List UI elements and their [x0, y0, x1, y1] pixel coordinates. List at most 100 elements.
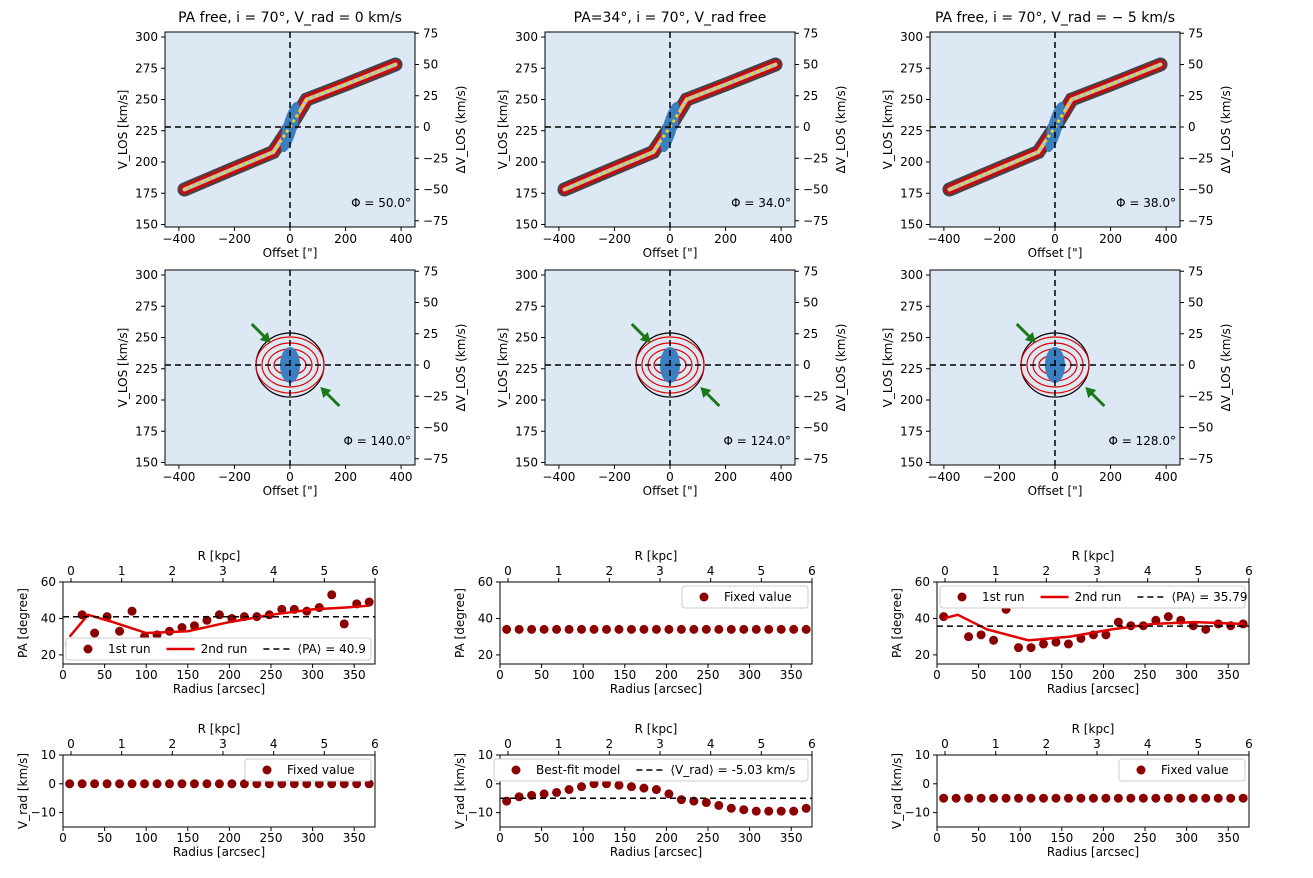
y2-tick-label: 25 — [423, 89, 438, 103]
data-point — [277, 779, 287, 789]
data-point — [90, 779, 100, 789]
x-tick-label: −400 — [927, 232, 960, 246]
green-arrowhead — [639, 332, 651, 343]
x-tick-label: 100 — [135, 668, 158, 682]
y-tick-label: 225 — [515, 362, 538, 376]
legend-swatch — [83, 644, 93, 654]
y2-tick-label: −75 — [803, 452, 828, 466]
y-tick-label: 200 — [900, 155, 923, 169]
data-point — [764, 624, 774, 634]
x-tick-label: 0 — [666, 232, 674, 246]
data-point — [127, 606, 137, 616]
data-point — [589, 624, 599, 634]
x-axis-label: Offset ["] — [1028, 484, 1083, 498]
legend — [939, 585, 1246, 609]
phi-label: Φ = 38.0° — [1116, 196, 1176, 210]
data-point — [789, 806, 799, 816]
y2-axis-label: ΔV_LOS (km/s) — [834, 86, 848, 174]
legend-swatch — [511, 765, 521, 775]
y2-tick-label: −50 — [803, 421, 828, 435]
y-tick-label: 150 — [900, 218, 923, 232]
legend-label: Best-fit model — [536, 763, 620, 777]
y-axis-label: V_rad [km/s] — [890, 753, 904, 829]
green-arrowhead — [259, 332, 271, 343]
top-x-tick-label: 3 — [219, 737, 227, 751]
y-tick-label: 175 — [135, 186, 158, 200]
y-tick-label: 40 — [915, 611, 930, 625]
x-tick-label: 350 — [1217, 831, 1240, 845]
data-point — [1113, 617, 1123, 627]
data-point — [1038, 639, 1048, 649]
data-point — [1213, 793, 1223, 803]
x-tick-label: 0 — [1051, 232, 1059, 246]
y-tick-label: 0 — [922, 777, 930, 791]
data-point — [502, 624, 512, 634]
x-tick-label: 50 — [971, 668, 986, 682]
data-point — [1188, 793, 1198, 803]
data-point — [1026, 793, 1036, 803]
x-tick-label: −200 — [983, 232, 1016, 246]
y2-tick-label: 25 — [1188, 327, 1203, 341]
x-tick-label: 0 — [933, 668, 941, 682]
x-tick-label: 150 — [176, 831, 199, 845]
x-tick-label: 150 — [176, 668, 199, 682]
y2-tick-label: 0 — [423, 358, 431, 372]
data-point — [177, 779, 187, 789]
top-x-tick-label: 6 — [808, 737, 816, 751]
y2-axis-label: ΔV_LOS (km/s) — [1219, 324, 1233, 412]
data-point — [1038, 793, 1048, 803]
data-point — [626, 624, 636, 634]
y-tick-label: −10 — [468, 806, 493, 820]
data-point — [189, 779, 199, 789]
y2-tick-label: 25 — [1188, 89, 1203, 103]
x-tick-label: 150 — [613, 831, 636, 845]
x-axis-label: Offset ["] — [1028, 246, 1083, 260]
x-tick-label: 100 — [1009, 831, 1032, 845]
x-axis-label: Offset ["] — [263, 484, 318, 498]
top-x-tick-label: 5 — [1195, 564, 1203, 578]
top-x-tick-label: 0 — [67, 564, 75, 578]
x-tick-label: 0 — [286, 232, 294, 246]
y2-axis-label: ΔV_LOS (km/s) — [454, 324, 468, 412]
data-point — [701, 798, 711, 808]
top-x-tick-label: 6 — [371, 564, 379, 578]
data-point — [527, 624, 537, 634]
legend-label: Fixed value — [1161, 763, 1229, 777]
legend-label: ⟨PA⟩ = 40.9 — [297, 642, 365, 656]
x-tick-label: 300 — [301, 831, 324, 845]
x-tick-label: −200 — [983, 470, 1016, 484]
top-x-tick-label: 2 — [169, 564, 177, 578]
data-point — [676, 795, 686, 805]
y2-tick-label: 50 — [423, 58, 438, 72]
y-tick-label: 200 — [135, 393, 158, 407]
panel-title: PA=34°, i = 70°, V_rad free — [574, 10, 767, 26]
data-point — [989, 793, 999, 803]
x-tick-label: 350 — [343, 668, 366, 682]
data-point — [115, 626, 125, 636]
profile-panel: 0 50 100 150 200 250 300 350 0 1 2 3 4 5 6 20 40 60 Radius… — [16, 549, 379, 696]
data-point — [1014, 643, 1024, 653]
top-x-tick-label: 1 — [555, 564, 563, 578]
y-tick-label: 0 — [48, 777, 56, 791]
x-axis-label: Radius [arcsec] — [610, 845, 702, 859]
x-tick-label: 200 — [1099, 232, 1122, 246]
x-tick-label: −400 — [927, 470, 960, 484]
top-x-tick-label: 2 — [606, 564, 614, 578]
data-point — [1163, 793, 1173, 803]
x-tick-label: 250 — [1134, 668, 1157, 682]
x-tick-label: 300 — [1175, 831, 1198, 845]
y2-tick-label: 75 — [1188, 26, 1203, 40]
x-tick-label: −400 — [542, 470, 575, 484]
second-run-curve — [68, 604, 370, 638]
x-tick-label: 250 — [1134, 831, 1157, 845]
top-x-tick-label: 3 — [1093, 564, 1101, 578]
y-tick-label: 10 — [478, 748, 493, 762]
y-tick-label: 150 — [515, 218, 538, 232]
x-tick-label: −200 — [218, 232, 251, 246]
top-x-tick-label: 1 — [118, 737, 126, 751]
x-axis-label: Radius [arcsec] — [173, 682, 265, 696]
data-point — [714, 624, 724, 634]
green-arrowhead — [1024, 332, 1036, 343]
data-point — [564, 624, 574, 634]
data-point — [539, 789, 549, 799]
